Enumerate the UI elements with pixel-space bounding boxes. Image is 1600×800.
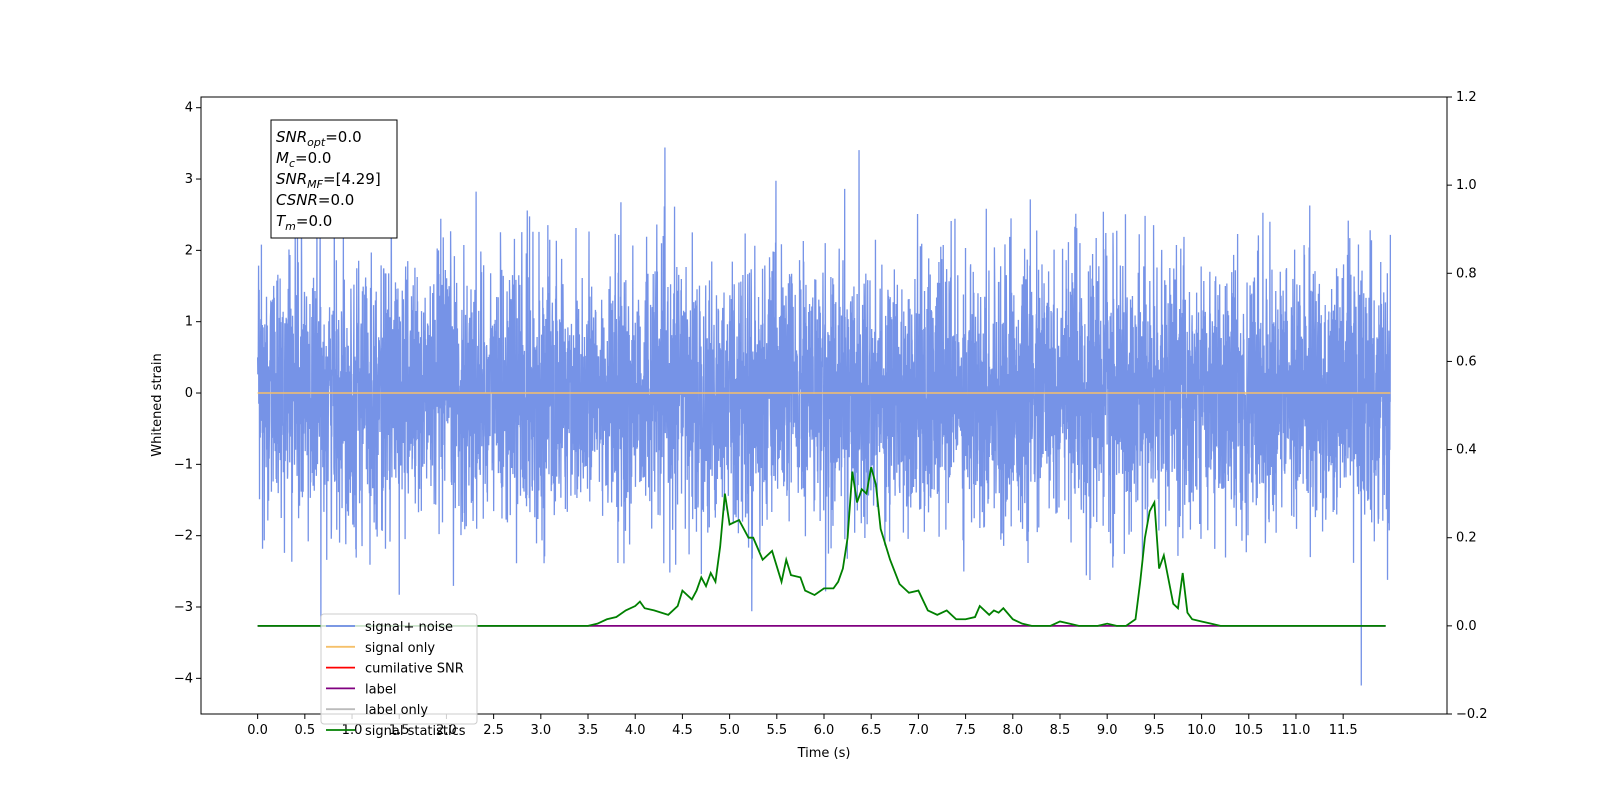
x-tick-label: 6.0 (814, 723, 835, 738)
x-tick-label: 7.0 (908, 723, 929, 738)
y2-tick-label: 0.2 (1456, 531, 1477, 546)
y2-tick-label: 0.8 (1456, 266, 1477, 281)
annotation-line: SNRopt=0.0 (276, 128, 362, 149)
x-tick-label: 3.0 (530, 723, 551, 738)
y2-tick-label: 1.0 (1456, 178, 1477, 193)
y2-tick-label: 0.0 (1456, 619, 1477, 634)
legend-entry: signal+ noise (365, 620, 453, 635)
x-tick-label: 11.0 (1281, 723, 1310, 738)
legend-entry: signal only (365, 641, 435, 656)
x-tick-label: 4.5 (672, 723, 693, 738)
legend-frame (320, 613, 478, 725)
x-axis-label: Time (s) (797, 746, 851, 761)
y-tick-label: 3 (185, 172, 193, 187)
annotation-frame (270, 119, 398, 239)
y-tick-label: −1 (174, 457, 193, 472)
y-tick-label: −3 (174, 600, 193, 615)
x-tick-label: 9.5 (1144, 723, 1165, 738)
legend: signal+ noise signal only cumilative SNR la… (320, 613, 478, 739)
axes: 0.0 0.5 1.0 1.5 2.0 2.5 3.0 3.5 4.0 4.5 5.0 5.5 6.0 6… (174, 90, 1488, 738)
legend-entry: label only (365, 703, 428, 718)
y-tick-label: 1 (185, 315, 193, 330)
x-tick-label: 0.0 (247, 723, 268, 738)
x-tick-label: 6.5 (861, 723, 882, 738)
y-tick-label: −2 (174, 529, 193, 544)
x-tick-label: 8.5 (1050, 723, 1071, 738)
x-tick-label: 9.0 (1097, 723, 1118, 738)
x-tick-label: 10.5 (1234, 723, 1263, 738)
x-tick-label: 1.5 (389, 723, 410, 738)
y2-tick-label: −0.2 (1456, 707, 1488, 722)
y2-tick-label: 1.2 (1456, 90, 1477, 105)
x-tick-label: 0.5 (294, 723, 315, 738)
legend-entry: signal statistics (365, 724, 466, 739)
x-tick-label: 3.5 (578, 723, 599, 738)
annotation-line: CSNR=0.0 (276, 191, 354, 209)
legend-entry: label (365, 682, 396, 697)
plot-area (256, 147, 1392, 686)
y-tick-label: 4 (185, 101, 193, 116)
annotation-line: SNRMF=[4.29] (276, 170, 381, 191)
annotation-line: Mc=0.0 (276, 149, 331, 170)
y2-tick-label: 0.4 (1456, 443, 1477, 458)
series-line-signal-statistics (257, 466, 1386, 627)
x-tick-label: 11.5 (1329, 723, 1358, 738)
x-tick-label: 10.0 (1187, 723, 1216, 738)
x-tick-label: 2.5 (483, 723, 504, 738)
y-axis-label: Whitened strain (150, 353, 165, 456)
x-tick-label: 2.0 (436, 723, 457, 738)
x-tick-label: 5.5 (766, 723, 787, 738)
x-tick-label: 8.0 (1002, 723, 1023, 738)
x-tick-label: 4.0 (625, 723, 646, 738)
y-tick-label: 2 (185, 243, 193, 258)
annotation-line: Tm=0.0 (276, 212, 332, 233)
series-line-signal-noise (256, 147, 1392, 686)
x-tick-label: 7.5 (955, 723, 976, 738)
y2-tick-label: 0.6 (1456, 354, 1477, 369)
y-tick-label: 0 (185, 386, 193, 401)
legend-entry: cumilative SNR (365, 662, 464, 677)
y-tick-label: −4 (174, 671, 193, 686)
x-tick-label: 5.0 (719, 723, 740, 738)
